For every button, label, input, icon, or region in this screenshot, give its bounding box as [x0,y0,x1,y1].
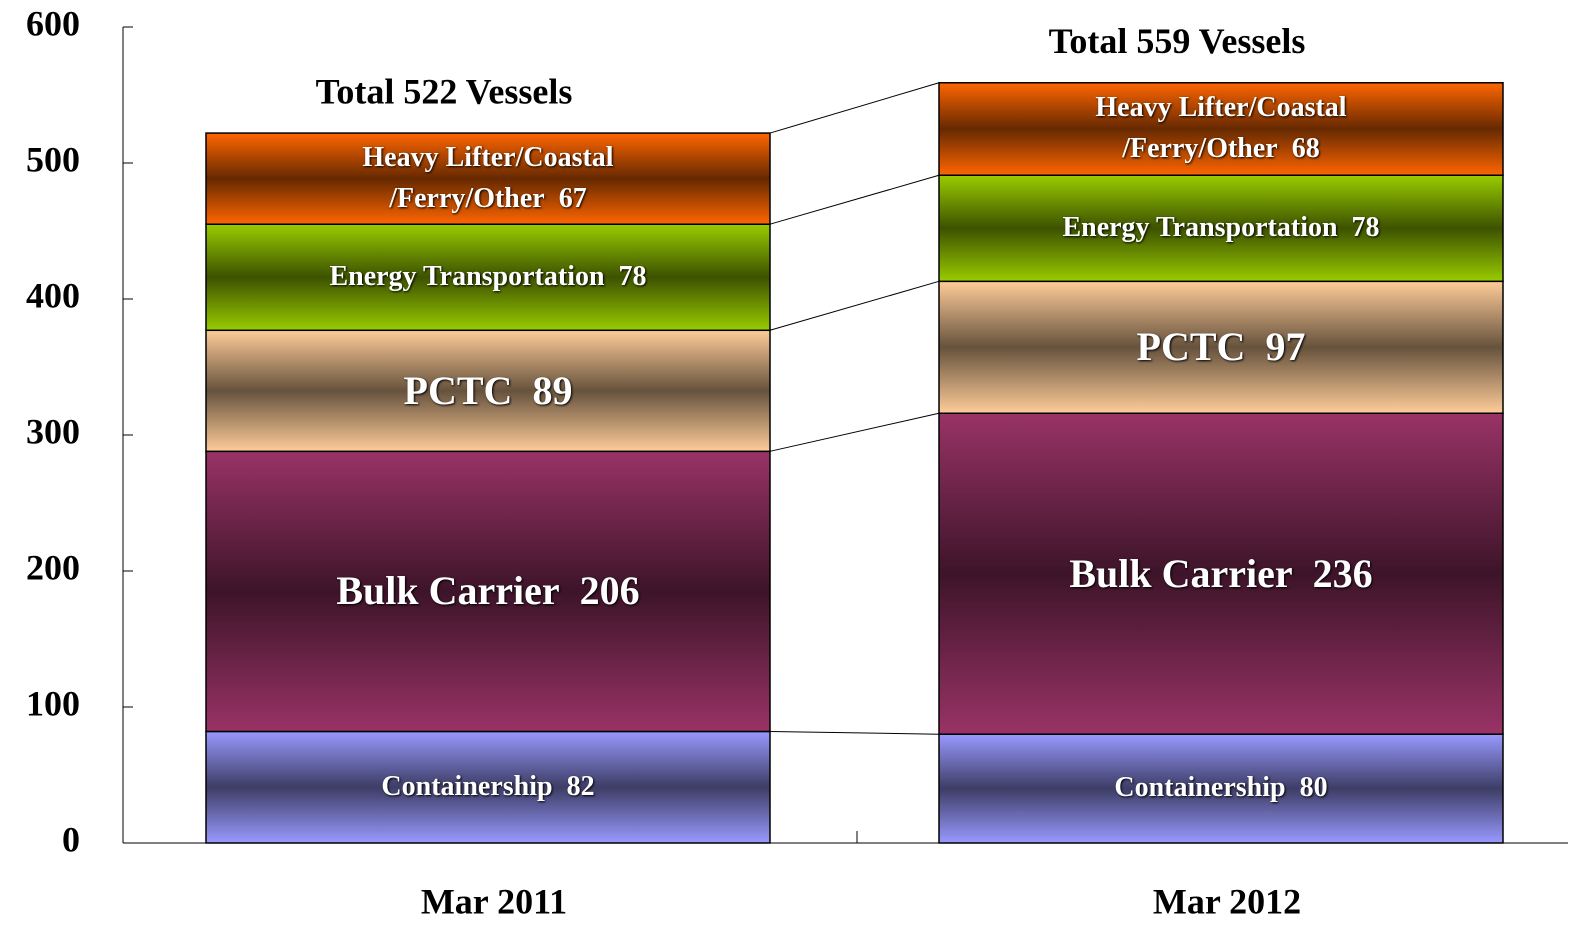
connector-line [769,412,940,452]
segment-label: Energy Transportation 78 [939,175,1503,281]
segment-label-text: Bulk Carrier 206 [336,562,639,620]
series-name: PCTC [1136,324,1246,370]
y-tick-label: 400 [26,275,80,315]
segment-label: Containership 80 [939,734,1503,843]
series-name: Containership [381,770,553,802]
segment-value: 97 [1265,324,1306,370]
segment-value: 82 [566,770,595,802]
bar-segment [205,329,771,453]
connector-line [769,174,940,225]
bar-segment [938,733,1504,844]
bar-segment [938,174,1504,283]
total-annotation: Total 522 Vessels [316,71,573,111]
segment-label: PCTC 89 [206,330,770,451]
series-name: Bulk Carrier [1069,550,1293,596]
segment-label-text: Energy Transportation 78 [329,257,646,298]
y-tick-label: 600 [26,3,80,43]
segment-label-text: Heavy Lifter/Coastal /Ferry/Other 68 [1056,88,1386,169]
segment-label: Bulk Carrier 236 [939,413,1503,734]
bar-segment [205,223,771,332]
bar-segment [205,730,771,844]
segment-label: Bulk Carrier 206 [206,451,770,731]
segment-label-text: Energy Transportation 78 [1062,208,1379,249]
segment-value: 80 [1299,772,1328,804]
y-tick-label: 500 [26,139,80,179]
segment-label: Heavy Lifter/Coastal /Ferry/Other 67 [206,133,770,224]
segment-label: PCTC 97 [939,281,1503,413]
total-annotation: Total 559 Vessels [1049,21,1306,61]
segment-value: 206 [579,568,640,614]
series-name: Bulk Carrier [336,568,560,614]
segment-label: Energy Transportation 78 [206,224,770,330]
series-name: Containership [1114,772,1286,804]
segment-label-text: PCTC 97 [1137,318,1306,376]
series-name: Energy Transportation [1062,211,1338,243]
segment-label-text: Heavy Lifter/Coastal /Ferry/Other 67 [323,138,653,219]
series-name: Heavy Lifter/Coastal /Ferry/Other [362,142,614,214]
y-tick-label: 200 [26,547,80,587]
segment-label-text: Bulk Carrier 236 [1069,545,1372,603]
segment-value: 89 [532,367,573,413]
y-tick-label: 0 [62,819,80,859]
segment-value: 78 [618,260,647,292]
connector-line [769,730,940,735]
x-tick-label: Mar 2011 [421,881,567,921]
y-tick-label: 100 [26,683,80,723]
series-name: Energy Transportation [329,260,605,292]
segment-label-text: Containership 80 [1114,768,1327,809]
bar-segment [938,412,1504,735]
segment-label-text: PCTC 89 [404,362,573,420]
segment-value: 236 [1312,550,1373,596]
segment-value: 78 [1351,211,1380,243]
series-name: Heavy Lifter/Coastal /Ferry/Other [1095,92,1347,164]
segment-label-text: Containership 82 [381,767,594,808]
segment-label: Containership 82 [206,731,770,843]
bar-segment [938,280,1504,414]
segment-value: 67 [558,182,587,214]
y-tick-label: 300 [26,411,80,451]
series-name: PCTC [403,367,513,413]
connector-line [769,82,940,134]
segment-value: 68 [1291,132,1320,164]
connector-line [769,280,940,331]
segment-label: Heavy Lifter/Coastal /Ferry/Other 68 [939,83,1503,175]
bar-segment [205,132,771,225]
x-tick-label: Mar 2012 [1153,881,1301,921]
bar-segment [938,82,1504,176]
